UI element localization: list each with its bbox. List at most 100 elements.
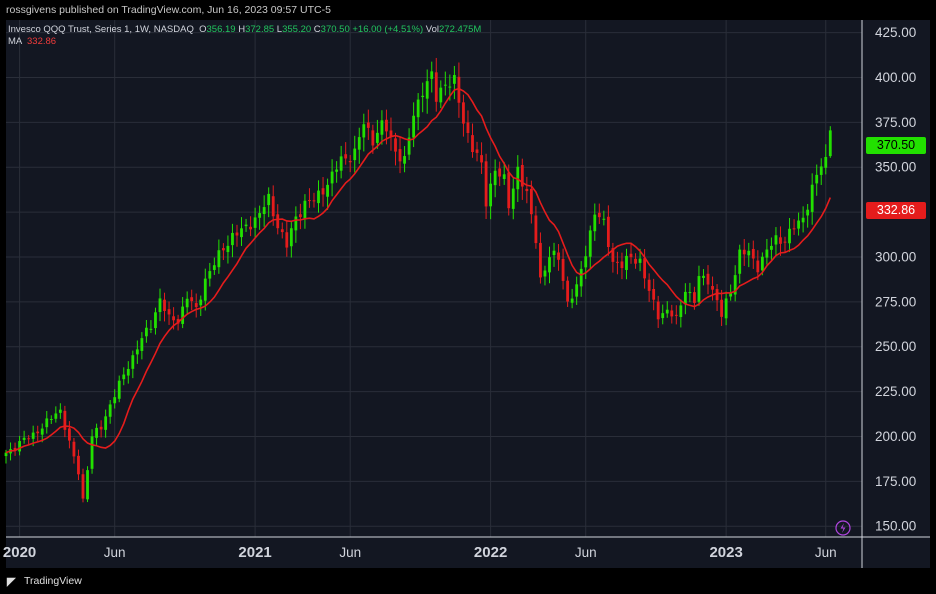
candle-body[interactable] — [72, 441, 76, 457]
candle-body[interactable] — [475, 149, 479, 153]
candle-body[interactable] — [525, 188, 529, 192]
candle-body[interactable] — [68, 428, 71, 441]
candle-body[interactable] — [806, 209, 810, 216]
candle-body[interactable] — [172, 316, 175, 321]
candle-body[interactable] — [810, 184, 814, 212]
candle-body[interactable] — [579, 268, 583, 287]
candle-body[interactable] — [199, 299, 203, 306]
candle-body[interactable] — [760, 256, 764, 271]
candle-body[interactable] — [625, 255, 628, 270]
candle-body[interactable] — [190, 297, 194, 302]
candle-body[interactable] — [163, 299, 166, 311]
candle-body[interactable] — [308, 200, 311, 202]
candle-body[interactable] — [697, 276, 701, 302]
ma-line[interactable] — [5, 87, 832, 454]
candle-body[interactable] — [638, 258, 642, 263]
brand-name[interactable]: TradingView — [24, 575, 82, 587]
candle-body[interactable] — [276, 214, 280, 229]
candle-body[interactable] — [303, 200, 307, 219]
candle-body[interactable] — [36, 431, 40, 434]
candle-body[interactable] — [380, 120, 384, 135]
candle-body[interactable] — [602, 218, 606, 220]
candle-body[interactable] — [403, 156, 406, 164]
candle-body[interactable] — [430, 71, 434, 79]
candle-body[interactable] — [502, 174, 506, 179]
candle-body[interactable] — [434, 72, 438, 102]
candle-body[interactable] — [289, 228, 293, 247]
candle-body[interactable] — [652, 288, 656, 300]
candle-body[interactable] — [49, 419, 53, 421]
candle-body[interactable] — [135, 349, 139, 355]
candle-body[interactable] — [797, 220, 800, 229]
candle-body[interactable] — [593, 214, 597, 232]
candle-body[interactable] — [561, 258, 565, 281]
candle-body[interactable] — [40, 428, 44, 435]
candle-body[interactable] — [452, 75, 456, 84]
candle-body[interactable] — [131, 355, 135, 369]
candle-body[interactable] — [90, 436, 94, 469]
candle-body[interactable] — [140, 338, 144, 351]
candle-body[interactable] — [534, 215, 538, 244]
candle-body[interactable] — [520, 164, 524, 187]
candle-body[interactable] — [742, 249, 746, 255]
candle-body[interactable] — [389, 130, 393, 137]
candle-body[interactable] — [158, 298, 162, 313]
candle-body[interactable] — [321, 188, 325, 195]
candle-body[interactable] — [498, 168, 502, 177]
candle-body[interactable] — [720, 299, 724, 317]
candle-body[interactable] — [484, 161, 488, 207]
candle-body[interactable] — [683, 291, 687, 304]
candle-body[interactable] — [665, 309, 669, 314]
candle-body[interactable] — [765, 249, 769, 258]
candle-body[interactable] — [770, 245, 773, 250]
candle-body[interactable] — [18, 441, 21, 452]
candle-body[interactable] — [185, 298, 189, 308]
candle-body[interactable] — [117, 380, 121, 399]
candle-body[interactable] — [104, 416, 108, 430]
candle-body[interactable] — [240, 228, 243, 238]
candle-body[interactable] — [194, 303, 198, 308]
candle-body[interactable] — [588, 230, 592, 257]
candle-body[interactable] — [122, 374, 126, 380]
candle-body[interactable] — [357, 137, 361, 150]
candle-body[interactable] — [824, 156, 828, 168]
candle-body[interactable] — [439, 87, 443, 103]
candle-body[interactable] — [674, 314, 678, 316]
candle-body[interactable] — [176, 318, 180, 324]
candle-body[interactable] — [95, 427, 98, 438]
candle-body[interactable] — [634, 258, 637, 264]
candle-body[interactable] — [738, 249, 742, 274]
candle-body[interactable] — [575, 284, 579, 297]
candle-body[interactable] — [751, 248, 755, 259]
candle-body[interactable] — [724, 298, 728, 319]
candle-body[interactable] — [99, 426, 103, 430]
candle-body[interactable] — [489, 183, 493, 207]
candle-body[interactable] — [774, 235, 778, 245]
candle-body[interactable] — [335, 169, 339, 172]
candle-body[interactable] — [312, 200, 316, 202]
candle-body[interactable] — [13, 447, 17, 451]
candle-body[interactable] — [416, 99, 420, 118]
candle-body[interactable] — [548, 257, 551, 273]
candle-body[interactable] — [144, 327, 148, 337]
candle-body[interactable] — [584, 256, 588, 268]
candle-body[interactable] — [371, 130, 375, 146]
candle-body[interactable] — [285, 232, 289, 248]
candle-body[interactable] — [45, 418, 49, 428]
candle-body[interactable] — [280, 229, 284, 233]
candle-body[interactable] — [647, 279, 651, 291]
candle-body[interactable] — [471, 135, 474, 153]
candle-body[interactable] — [353, 148, 357, 161]
candle-body[interactable] — [394, 138, 397, 152]
candle-body[interactable] — [226, 245, 230, 253]
candle-body[interactable] — [421, 95, 425, 98]
candle-body[interactable] — [212, 265, 216, 270]
candle-body[interactable] — [339, 156, 343, 171]
candle-body[interactable] — [425, 81, 429, 99]
candle-body[interactable] — [733, 275, 737, 295]
candle-body[interactable] — [443, 84, 447, 86]
candle-body[interactable] — [552, 250, 556, 256]
candle-body[interactable] — [819, 166, 823, 175]
candle-body[interactable] — [616, 261, 619, 263]
